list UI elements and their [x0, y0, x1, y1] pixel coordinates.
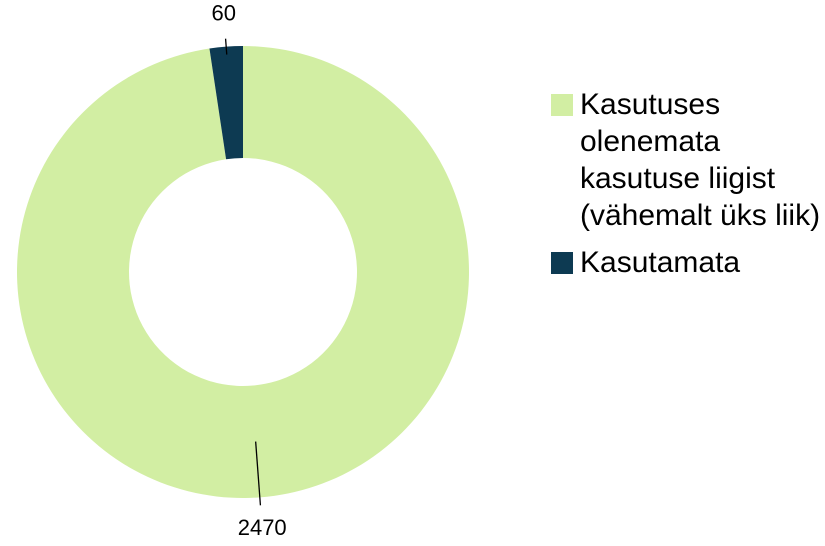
legend-swatch — [551, 94, 573, 116]
leader-line — [224, 38, 228, 55]
legend-swatch — [551, 252, 573, 274]
legend-label: Kasutamata — [580, 246, 741, 279]
slice — [209, 46, 243, 160]
legend-label: Kasutuses olenemata kasutuse liigist (vä… — [580, 88, 821, 232]
legend-item: Kasutuses olenemata kasutuse liigist (vä… — [551, 86, 821, 234]
data-label: 60 — [212, 1, 236, 26]
legend: Kasutuses olenemata kasutuse liigist (vä… — [551, 86, 821, 291]
slice — [17, 46, 470, 498]
data-label: 2470 — [238, 515, 287, 540]
legend-item: Kasutamata — [551, 244, 821, 281]
leader-line — [255, 441, 262, 506]
